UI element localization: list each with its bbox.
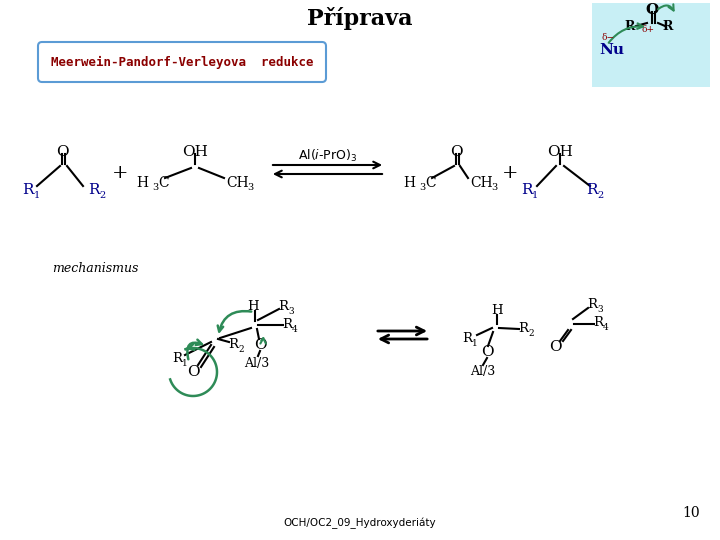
- Text: δ+: δ+: [642, 25, 654, 35]
- Text: Al($i$-PrO)$_3$: Al($i$-PrO)$_3$: [298, 148, 357, 164]
- Text: 1: 1: [532, 191, 538, 199]
- Text: OH: OH: [547, 145, 573, 159]
- Text: Al/3: Al/3: [244, 356, 269, 369]
- Text: OCH/OC2_09_Hydroxyderiáty: OCH/OC2_09_Hydroxyderiáty: [284, 518, 436, 529]
- Text: H: H: [136, 176, 148, 190]
- Text: 2: 2: [528, 328, 534, 338]
- Text: 4: 4: [603, 323, 609, 333]
- Text: O: O: [481, 345, 493, 359]
- Text: 1: 1: [182, 359, 188, 368]
- Text: R: R: [593, 316, 603, 329]
- FancyBboxPatch shape: [38, 42, 326, 82]
- Text: H: H: [491, 303, 503, 316]
- Text: R: R: [89, 183, 100, 197]
- Text: +: +: [502, 164, 518, 182]
- Text: Al/3: Al/3: [470, 366, 495, 379]
- Text: O: O: [549, 340, 562, 354]
- Text: +: +: [112, 164, 128, 182]
- Text: 3: 3: [491, 183, 498, 192]
- Text: O: O: [186, 365, 199, 379]
- Text: C: C: [425, 176, 436, 190]
- Text: O: O: [55, 145, 68, 159]
- Text: C: C: [158, 176, 168, 190]
- Text: R: R: [22, 183, 34, 197]
- Text: 3: 3: [419, 183, 426, 192]
- Text: 1: 1: [472, 339, 478, 348]
- Text: Meerwein-Pandorf-Verleyova  redukce: Meerwein-Pandorf-Verleyova redukce: [50, 56, 313, 69]
- Text: R: R: [462, 332, 472, 345]
- Text: R: R: [586, 183, 598, 197]
- Text: R: R: [518, 321, 528, 334]
- FancyBboxPatch shape: [592, 3, 710, 87]
- Text: δ−: δ−: [601, 33, 614, 43]
- Text: 3: 3: [597, 306, 603, 314]
- Text: OH: OH: [182, 145, 208, 159]
- Text: CH: CH: [470, 176, 492, 190]
- Text: 4: 4: [292, 325, 298, 334]
- Text: R: R: [278, 300, 288, 314]
- Text: H: H: [247, 300, 258, 314]
- Text: 3: 3: [288, 307, 294, 316]
- Text: Nu: Nu: [599, 43, 624, 57]
- Text: O: O: [645, 3, 659, 17]
- Text: 3: 3: [247, 183, 253, 192]
- Text: 2: 2: [597, 191, 603, 199]
- Text: O: O: [450, 145, 462, 159]
- Text: mechanismus: mechanismus: [52, 262, 138, 275]
- Text: O: O: [253, 338, 266, 352]
- Text: 10: 10: [683, 506, 700, 520]
- Text: 1: 1: [34, 191, 40, 199]
- Text: 2: 2: [99, 191, 105, 199]
- Text: R: R: [663, 19, 673, 32]
- Text: R: R: [228, 339, 238, 352]
- Text: R: R: [587, 299, 597, 312]
- Text: H: H: [403, 176, 415, 190]
- Text: R: R: [625, 19, 635, 32]
- Text: 3: 3: [152, 183, 158, 192]
- Text: R: R: [521, 183, 533, 197]
- Text: R: R: [282, 318, 292, 330]
- Text: R: R: [172, 352, 182, 365]
- Text: Příprava: Příprava: [307, 6, 413, 30]
- Text: 2: 2: [238, 346, 244, 354]
- Text: CH: CH: [226, 176, 248, 190]
